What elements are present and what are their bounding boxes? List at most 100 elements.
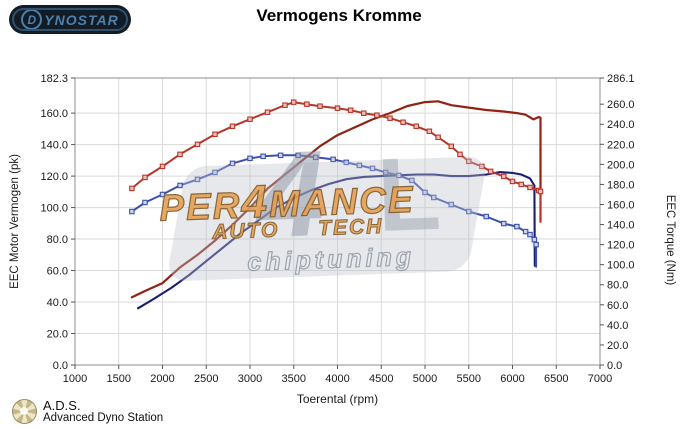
tuned-torque-marker (334, 105, 341, 111)
tuned-torque-marker (194, 141, 201, 148)
left-tick-label: 60.0 (47, 266, 68, 278)
left-tick-label: 80.0 (47, 234, 68, 246)
original-torque-marker (369, 165, 376, 172)
tuned-torque-marker (457, 151, 463, 158)
original-torque-marker (422, 189, 428, 196)
x-tick-label: 4500 (369, 373, 393, 385)
left-tick-label: 160.0 (40, 108, 68, 120)
original-torque-marker (277, 152, 284, 159)
tuned-torque-marker (527, 184, 533, 191)
x-tick-label: 7000 (588, 373, 612, 385)
right-tick-label: 200.0 (607, 159, 635, 171)
tuned-torque-marker (360, 110, 367, 116)
tuned-torque-marker (264, 109, 271, 115)
x-tick-label: 5500 (457, 373, 481, 385)
tuned-torque-marker (448, 143, 454, 150)
tuned-torque-marker (374, 112, 380, 118)
right-tick-label: 100.0 (607, 260, 635, 272)
tuned-torque-marker (304, 101, 310, 107)
tuned-torque-marker (435, 134, 441, 141)
right-tick-label: 260.0 (607, 99, 635, 111)
tuned-torque-marker (487, 168, 494, 175)
page-title: Vermogens Kromme (256, 6, 422, 25)
logo-ring (12, 8, 128, 31)
original-torque-marker (177, 182, 183, 189)
original-torque-marker (514, 223, 520, 230)
original-torque-marker (382, 169, 389, 176)
tuned-torque-curve (130, 101, 542, 223)
tuned-torque-marker (247, 116, 253, 122)
original-torque-marker (409, 177, 415, 184)
left-tick-label: 182.3 (40, 73, 68, 85)
original-torque-marker (194, 176, 201, 183)
right-tick-label: 240.0 (607, 119, 635, 131)
original-torque-marker (159, 191, 166, 198)
original-torque-marker (129, 208, 135, 215)
left-tick-label: 140.0 (40, 140, 68, 152)
left-tick-label: 0.0 (53, 360, 68, 372)
x-tick-label: 2500 (194, 373, 218, 385)
tuned-torque-marker (347, 107, 354, 113)
x-tick-label: 5000 (413, 373, 437, 385)
x-tick-label: 6000 (500, 373, 524, 385)
original-torque-marker (533, 241, 539, 248)
original-torque-marker (142, 199, 148, 206)
x-tick-label: 6500 (544, 373, 568, 385)
logo-subtext: … (123, 27, 129, 33)
original-torque-curve (130, 154, 538, 268)
tuned-torque-marker (537, 188, 544, 195)
right-axis-title: EEC Torque (Nm) (664, 195, 676, 286)
ads-full-name: Advanced Dyno Station (43, 412, 164, 424)
original-torque-marker (247, 155, 253, 162)
x-tick-label: 1000 (63, 373, 87, 385)
x-tick-label: 3000 (238, 373, 262, 385)
tuned-torque-marker (212, 131, 218, 138)
original-torque-marker (522, 228, 529, 235)
logo-text: ynostar (44, 11, 119, 28)
tuned-torque-marker (465, 158, 472, 165)
tuned-torque-marker (317, 103, 323, 109)
tuned-torque-marker (518, 181, 524, 188)
right-tick-label: 40.0 (607, 320, 628, 332)
original-torque-marker (295, 152, 301, 159)
x-tick-label: 4000 (325, 373, 349, 385)
original-torque-marker (430, 194, 437, 201)
ads-abbreviation: A.D.S. (43, 398, 81, 413)
right-tick-label: 120.0 (607, 240, 635, 252)
x-tick-label: 2000 (150, 373, 174, 385)
tuned-torque-marker (229, 123, 236, 130)
original-torque-marker (448, 201, 454, 208)
original-power-curve (136, 171, 536, 310)
left-tick-label: 120.0 (40, 171, 68, 183)
original-torque-marker (260, 153, 266, 160)
right-tick-label: 160.0 (607, 199, 635, 211)
tuned-torque-marker (282, 102, 288, 108)
dynostar-logo: D ynostar (9, 5, 131, 34)
right-tick-label: 0.0 (607, 360, 622, 372)
original-torque-marker (500, 220, 507, 227)
original-torque-marker (395, 172, 402, 179)
right-tick-label: 180.0 (607, 179, 635, 191)
tuned-torque-marker (290, 99, 297, 105)
original-torque-marker (212, 169, 218, 176)
tuned-torque-marker (129, 185, 135, 192)
tuned-torque-marker (500, 173, 507, 180)
left-tick-label: 20.0 (47, 329, 68, 341)
tuned-torque-marker (426, 128, 433, 135)
tuned-torque-marker (387, 115, 393, 121)
tuned-torque-marker (142, 174, 148, 181)
original-torque-marker (330, 156, 336, 163)
original-torque-marker (229, 160, 236, 167)
left-tick-label: 40.0 (47, 297, 68, 309)
right-tick-label: 140.0 (607, 220, 635, 232)
original-torque-marker (356, 162, 363, 169)
tuned-torque-marker (413, 123, 419, 130)
tuned-torque-marker (159, 163, 166, 170)
original-torque-marker (527, 231, 533, 238)
tuned-torque-marker (177, 151, 183, 158)
x-axis-title: Toerental (rpm) (297, 392, 378, 406)
original-torque-marker (483, 213, 489, 220)
right-tick-label: 220.0 (607, 139, 635, 151)
